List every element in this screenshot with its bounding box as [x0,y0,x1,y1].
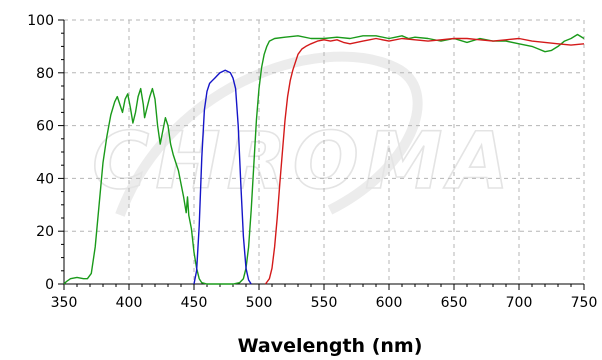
axes [58,19,585,290]
x-tick-label-400: 400 [116,295,143,311]
x-axis-title: Wavelength (nm) [238,335,423,357]
x-tick-label-450: 450 [181,295,208,311]
x-tick-label-350: 350 [51,295,78,311]
series-line-3 [264,37,585,285]
y-tick-label-100: 100 [27,13,54,29]
x-tick-label-650: 650 [441,295,468,311]
x-tick-label-500: 500 [246,295,273,311]
x-tick-label-550: 550 [311,295,338,311]
tick-labels: 0 20 40 60 80 100 350 400 450 500 550 600 650 700 750 [27,13,597,311]
y-tick-label-80: 80 [36,66,54,82]
watermark-text: CHROMA [92,117,515,207]
grid [64,19,585,284]
watermark: CHROMA [91,51,515,217]
y-tick-label-0: 0 [45,277,54,293]
x-tick-label-750: 750 [571,295,598,311]
series-line-2 [193,69,252,285]
series-group [63,33,585,285]
y-tick-label-20: 20 [36,224,54,240]
x-tick-label-700: 700 [506,295,533,311]
x-tick-label-600: 600 [376,295,403,311]
y-tick-label-40: 40 [36,171,54,187]
y-tick-label-60: 60 [36,119,54,135]
watermark-swoosh [115,51,423,217]
